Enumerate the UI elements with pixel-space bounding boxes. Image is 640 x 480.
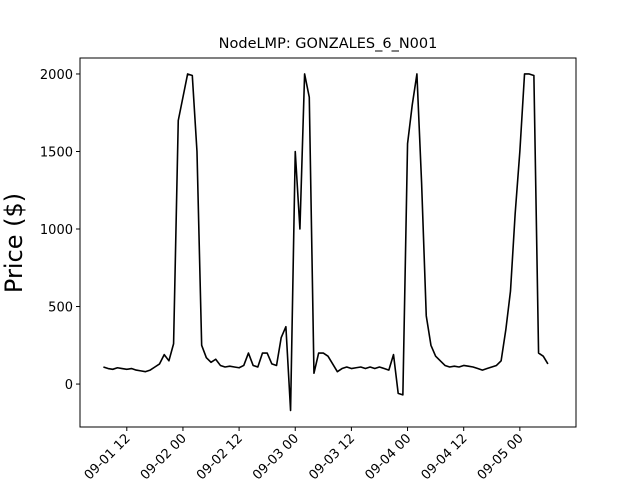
y-tick-label: 1000 [40,223,73,238]
price-line [103,73,549,412]
x-tick-label: 09-02 00 [138,431,190,480]
x-tick-label: 09-01 12 [82,431,134,480]
chart-title: NodeLMP: GONZALES_6_N001 [219,36,438,52]
y-axis-label: Price ($) [0,193,28,293]
x-tick-label: 09-02 12 [194,431,246,480]
y-tick-label: 1500 [40,145,73,160]
x-tick-label: 09-03 12 [306,431,358,480]
y-tick-label: 2000 [40,68,73,83]
x-tick-label: 09-04 12 [419,431,471,480]
y-tick-label: 500 [48,301,73,316]
x-tick-label: 09-04 00 [362,431,414,480]
y-tick-label: 0 [65,378,73,393]
plot-frame [79,57,577,428]
x-tick-label: 09-05 00 [475,431,527,480]
x-tick-label: 09-03 00 [250,431,302,480]
